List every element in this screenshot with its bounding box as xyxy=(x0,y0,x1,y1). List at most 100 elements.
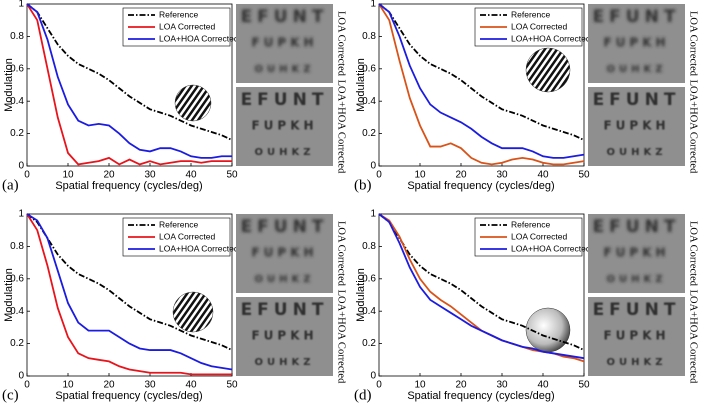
eye-chart-image xyxy=(236,4,333,83)
y-axis-label: Modulation xyxy=(3,58,15,112)
x-tick-label: 0 xyxy=(376,170,382,181)
panel-label: (d) xyxy=(354,387,372,403)
x-tick-label: 50 xyxy=(226,380,238,391)
eye-chart-row: OUHKZ xyxy=(607,147,667,158)
x-tick-label: 10 xyxy=(414,380,426,391)
eye-chart-row: OUHKZ xyxy=(255,357,315,368)
series-line xyxy=(378,213,585,351)
eye-chart-row: EFUNT xyxy=(593,217,681,237)
y-tick-label: 1 xyxy=(370,0,376,10)
legend-label: LOA+HOA Corrected xyxy=(159,243,239,253)
eye-chart-row: OUHKZ xyxy=(607,357,667,368)
series-line xyxy=(26,3,233,141)
image-label: LOA Corrected xyxy=(688,11,699,77)
eye-chart-text: EFUNT FUPKH OUHKZ xyxy=(241,90,329,158)
y-tick-label: 0.4 xyxy=(362,96,376,107)
eye-chart-row: FUPKH xyxy=(251,329,317,343)
y-tick-label: 0.8 xyxy=(10,31,24,42)
eye-chart-row: OUHKZ xyxy=(255,147,315,158)
y-tick-label: 0 xyxy=(370,371,376,382)
image-label: LOA+HOA Corrected xyxy=(336,290,347,384)
y-tick-label: 0.4 xyxy=(362,306,376,317)
eye-chart-text: EFUNT FUPKH OUHKZ xyxy=(241,217,329,285)
legend-label: LOA+HOA Corrected xyxy=(511,243,591,253)
legend-label: LOA Corrected xyxy=(159,231,215,241)
legend-label: Reference xyxy=(159,9,198,19)
y-tick-label: 0.8 xyxy=(362,241,376,252)
eye-chart-row: FUPKH xyxy=(251,246,317,260)
eye-chart-text: EFUNT FUPKH OUHKZ xyxy=(241,300,329,368)
legend-label: LOA+HOA Corrected xyxy=(511,33,591,43)
y-tick-label: 1 xyxy=(18,209,24,220)
eye-chart-row: FUPKH xyxy=(603,246,669,260)
series-line xyxy=(26,213,232,376)
image-label: LOA Corrected xyxy=(688,221,699,287)
legend-label: LOA Corrected xyxy=(511,231,567,241)
legend-label: LOA+HOA Corrected xyxy=(159,33,239,43)
x-tick-label: 20 xyxy=(103,380,115,391)
x-tick-label: 20 xyxy=(455,170,467,181)
legend-label: Reference xyxy=(159,219,198,229)
y-tick-label: 0.2 xyxy=(10,128,24,139)
y-tick-label: 0.2 xyxy=(362,338,376,349)
eye-chart-row: EFUNT xyxy=(241,217,329,237)
legend-label: Reference xyxy=(511,9,550,19)
y-tick-label: 0.6 xyxy=(10,63,24,74)
x-tick-label: 10 xyxy=(62,380,74,391)
y-tick-label: 1 xyxy=(370,209,376,220)
panel-label: (c) xyxy=(2,387,19,403)
eye-chart-row: OUHKZ xyxy=(255,64,315,75)
y-tick-label: 0.8 xyxy=(362,31,376,42)
legend-label: LOA Corrected xyxy=(159,21,215,31)
y-tick-label: 0 xyxy=(18,371,24,382)
aberration-icon xyxy=(172,291,214,333)
panel: 00.20.40.60.810 10 20 30 40 50ModulationSpati… xyxy=(2,0,347,193)
y-tick-label: 0.8 xyxy=(10,241,24,252)
y-axis-label: Modulation xyxy=(355,268,367,322)
y-tick-label: 0.4 xyxy=(10,306,24,317)
panel-label: (b) xyxy=(354,177,372,193)
series-line xyxy=(26,213,233,351)
x-axis-label: Spatial frequency (cycles/deg) xyxy=(55,180,202,192)
panel: 00.20.40.60.810 10 20 30 40 50ModulationSpati… xyxy=(354,209,699,404)
x-tick-label: 40 xyxy=(185,380,197,391)
eye-chart-row: EFUNT xyxy=(593,300,681,320)
eye-chart-image xyxy=(236,297,333,376)
x-tick-label: 0 xyxy=(24,380,30,391)
eye-chart-image xyxy=(588,4,685,83)
image-label: LOA+HOA Corrected xyxy=(688,80,699,174)
y-axis-label: Modulation xyxy=(3,268,15,322)
x-tick-label: 10 xyxy=(414,170,426,181)
y-tick-label: 0.2 xyxy=(362,128,376,139)
x-tick-label: 50 xyxy=(578,170,590,181)
aberration-icon xyxy=(174,84,212,122)
x-tick-label: 30 xyxy=(144,170,156,181)
panel-label: (a) xyxy=(2,177,19,193)
panel: 00.20.40.60.810 10 20 30 40 50ModulationSpati… xyxy=(2,209,347,404)
eye-chart-image xyxy=(588,297,685,376)
y-tick-label: 1 xyxy=(18,0,24,10)
y-tick-label: 0.2 xyxy=(10,338,24,349)
eye-chart-text: EFUNT FUPKH OUHKZ xyxy=(593,300,681,368)
series-line xyxy=(26,3,232,159)
eye-chart-text: EFUNT FUPKH OUHKZ xyxy=(593,90,676,158)
eye-chart-text: EFUNT FUPKH OUHKZ xyxy=(593,7,681,75)
eye-chart-row: FUPKH xyxy=(603,329,669,343)
y-tick-label: 0.6 xyxy=(362,273,376,284)
x-tick-label: 10 xyxy=(62,170,74,181)
legend-label: Reference xyxy=(511,219,550,229)
eye-chart-image xyxy=(236,214,333,293)
y-axis-label: Modulation xyxy=(355,58,367,112)
y-tick-label: 0 xyxy=(370,161,376,172)
y-tick-label: 0.6 xyxy=(10,273,24,284)
eye-chart-row: EFUNT xyxy=(241,90,329,110)
series-line xyxy=(26,213,233,371)
image-label: LOA Corrected xyxy=(336,11,347,77)
eye-chart-row: EFUNT xyxy=(593,7,681,27)
eye-chart-row: EFUNT xyxy=(241,300,329,320)
image-label: LOA+HOA Corrected xyxy=(336,80,347,174)
y-tick-label: 0.4 xyxy=(10,96,24,107)
x-axis-label: Spatial frequency (cycles/deg) xyxy=(407,390,554,402)
x-axis-label: Spatial frequency (cycles/deg) xyxy=(407,180,554,192)
